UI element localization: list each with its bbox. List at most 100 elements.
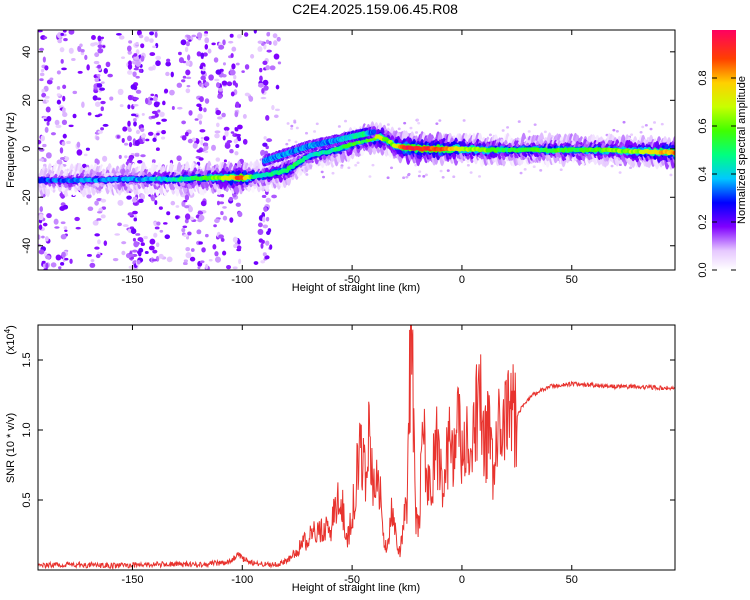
- spectrogram-noise-cell: [213, 57, 219, 63]
- spectrogram-noise-cell: [276, 36, 281, 42]
- spectrogram-noise-cell: [74, 216, 80, 222]
- spectrogram-noise-cell: [185, 88, 191, 94]
- spectrogram-noise-cell: [268, 40, 272, 45]
- spectrogram-noise-cell: [127, 135, 132, 142]
- spectrogram-noise-cell: [137, 159, 143, 164]
- spectrogram-noise-cell: [158, 253, 164, 259]
- spectrogram-noise-cell: [161, 118, 167, 122]
- spectrogram-noise-cell: [155, 147, 160, 151]
- spectrogram-noise-cell: [140, 242, 145, 247]
- spectrogram-noise-cell: [222, 39, 226, 46]
- spectrogram-noise-cell: [368, 175, 372, 178]
- spectrogram-noise-cell: [257, 222, 263, 228]
- spectrogram-noise-cell: [61, 67, 67, 71]
- spectrogram-noise-cell: [211, 42, 216, 46]
- spectrogram-noise-cell: [138, 34, 144, 39]
- spectrogram-noise-cell: [261, 239, 265, 244]
- spectrogram-noise-cell: [144, 97, 149, 105]
- spectrogram-noise-cell: [132, 249, 138, 253]
- spectrogram-noise-cell: [186, 76, 192, 80]
- spectrogram-noise-cell: [185, 69, 191, 76]
- spectrogram-noise-cell: [208, 258, 213, 262]
- spectrogram-noise-cell: [72, 90, 78, 95]
- spectrogram-noise-cell: [94, 101, 101, 107]
- spectrogram-noise-cell: [97, 35, 102, 42]
- spectrogram-noise-cell: [40, 135, 46, 142]
- spectrogram-noise-cell: [100, 36, 105, 40]
- spectrogram-noise-cell: [132, 118, 137, 122]
- spectrogram-noise-cell: [143, 235, 148, 240]
- spectrogram-noise-cell: [294, 140, 298, 144]
- spectrogram-noise-cell: [185, 252, 192, 259]
- spectrogram-noise-cell: [127, 212, 134, 216]
- spectrogram-noise-cell: [117, 199, 124, 206]
- spectrogram-noise-cell: [132, 196, 138, 200]
- spectrogram-noise-cell: [60, 32, 64, 36]
- spectrogram-noise-cell: [46, 116, 52, 122]
- spectrogram-noise-cell: [133, 103, 139, 107]
- spectrogram-noise-cell: [612, 128, 616, 132]
- spectrogram-noise-cell: [204, 44, 209, 50]
- snr-y-tick-label: 0.5: [21, 492, 33, 507]
- spectrogram-noise-cell: [127, 104, 131, 110]
- spectrogram-noise-cell: [285, 142, 289, 146]
- spectrogram-noise-cell: [669, 173, 673, 177]
- spectrogram-noise-cell: [414, 163, 418, 167]
- spectrogram-noise-cell: [258, 82, 264, 88]
- spectrogram-noise-cell: [161, 129, 167, 135]
- spectrogram-noise-cell: [222, 250, 227, 256]
- spectrogram-noise-cell: [154, 31, 158, 38]
- spectrogram-noise-cell: [439, 169, 443, 173]
- spectrogram-noise-cell: [417, 174, 421, 178]
- spectrogram-noise-cell: [154, 226, 160, 230]
- spectrogram-noise-cell: [45, 152, 52, 159]
- spectrogram-image: [38, 30, 675, 270]
- spectrogram-noise-cell: [39, 78, 44, 82]
- spectrogram-noise-cell: [293, 120, 297, 124]
- spectrogram-noise-cell: [181, 135, 187, 141]
- spectrogram-noise-cell: [204, 150, 209, 154]
- spectrogram-noise-cell: [183, 234, 188, 238]
- spectrogram-noise-cell: [89, 262, 96, 268]
- spectrogram-noise-cell: [38, 139, 42, 145]
- spectrogram-noise-cell: [199, 96, 204, 103]
- spectrogram-noise-cell: [152, 30, 159, 33]
- spectrogram-noise-cell: [466, 163, 470, 167]
- spectrogram-noise-cell: [262, 79, 269, 86]
- spectrogram-noise-cell: [201, 247, 206, 253]
- spectrogram-noise-cell: [185, 61, 191, 66]
- spectrogram-noise-cell: [136, 259, 141, 265]
- spectrogram-noise-cell: [223, 159, 227, 163]
- spectrogram-noise-cell: [94, 246, 100, 250]
- spectrogram-noise-cell: [403, 121, 407, 125]
- spectrogram-noise-cell: [50, 262, 57, 268]
- spectrogram-noise-cell: [117, 88, 124, 95]
- snr-multiplier-exponent: 4: [3, 328, 12, 333]
- spectrogram-noise-cell: [184, 213, 191, 220]
- spectrogram-noise-cell: [214, 251, 219, 257]
- spectrogram-noise-cell: [214, 133, 220, 139]
- spectrogram-noise-cell: [488, 133, 492, 137]
- spectrogram-y-tick-label: -40: [21, 238, 33, 254]
- spectrogram-noise-cell: [131, 113, 137, 117]
- spectrogram-noise-cell: [629, 166, 633, 170]
- spectrogram-noise-cell: [144, 251, 149, 255]
- spectrogram-noise-cell: [222, 215, 228, 221]
- spectrogram-noise-cell: [56, 99, 62, 105]
- spectrogram-noise-cell: [62, 204, 69, 210]
- spectrogram-noise-cell: [59, 47, 65, 53]
- spectrogram-noise-cell: [45, 236, 49, 242]
- snr-y-label: SNR (10 * v/v): [5, 413, 17, 483]
- spectrogram-noise-cell: [69, 258, 73, 264]
- spectrogram-noise-cell: [181, 228, 186, 233]
- spectrogram-noise-cell: [178, 51, 182, 56]
- spectrogram-noise-cell: [272, 40, 278, 46]
- spectrogram-noise-cell: [59, 156, 66, 161]
- colorbar-gradient: [712, 30, 736, 270]
- spectrogram-y-tick-label: 0: [21, 146, 33, 152]
- spectrogram-noise-cell: [114, 233, 121, 236]
- spectrogram-noise-cell: [230, 91, 235, 97]
- spectrogram-noise-cell: [138, 247, 144, 253]
- spectrogram-noise-cell: [130, 228, 137, 235]
- spectrogram-noise-cell: [45, 106, 51, 113]
